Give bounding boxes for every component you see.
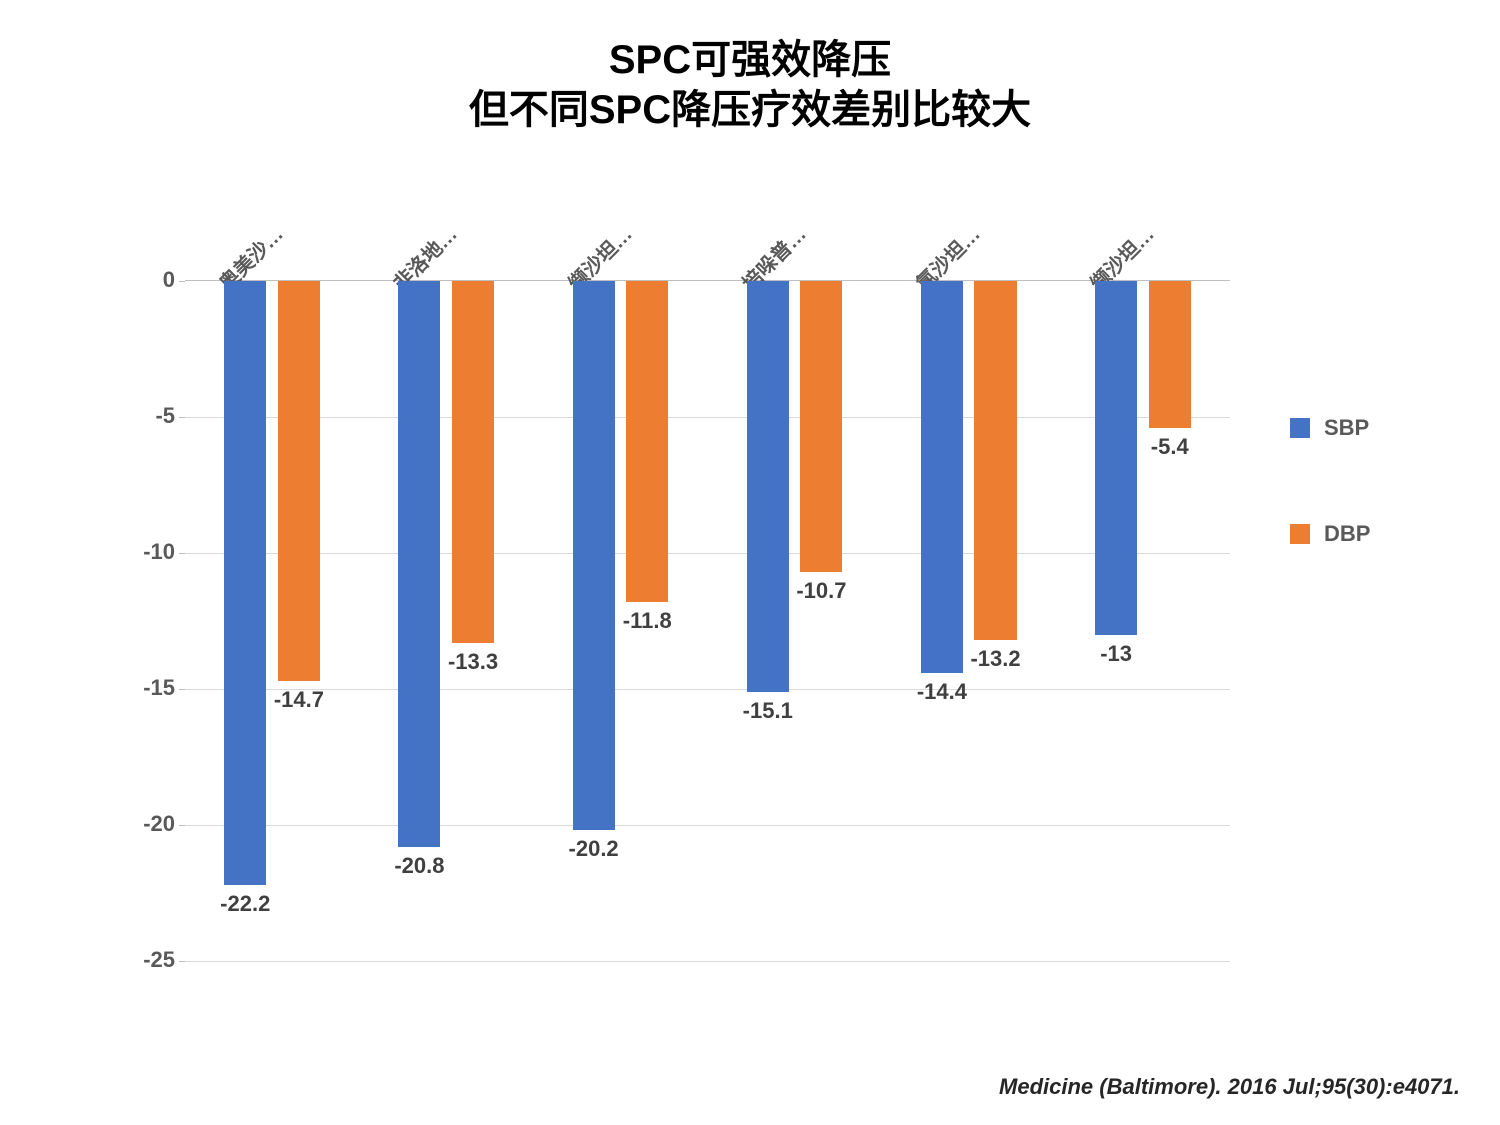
data-label: -20.2	[569, 836, 619, 862]
legend: SBP DBP	[1290, 415, 1370, 627]
y-tick-mark	[179, 961, 185, 962]
bar-sbp	[747, 281, 789, 692]
y-tick-label: 0	[115, 267, 175, 293]
title-line-1: SPC可强效降压	[0, 35, 1500, 85]
bar-sbp	[398, 281, 440, 847]
gridline	[185, 961, 1230, 962]
legend-item: DBP	[1290, 521, 1370, 547]
data-label: -15.1	[743, 698, 793, 724]
data-label: -11.8	[623, 608, 672, 634]
legend-label: SBP	[1324, 415, 1369, 441]
gridline	[185, 417, 1230, 418]
plot-region: 奥美沙…-22.2-14.7非洛地…-20.8-13.3缬沙坦…-20.2-11…	[185, 280, 1230, 960]
citation: Medicine (Baltimore). 2016 Jul;95(30):e4…	[999, 1074, 1460, 1100]
legend-label: DBP	[1324, 521, 1370, 547]
data-label: -14.7	[274, 687, 324, 713]
y-tick-mark	[179, 825, 185, 826]
gridline	[185, 689, 1230, 690]
bar-sbp	[224, 281, 266, 885]
y-tick-mark	[179, 281, 185, 282]
gridline	[185, 553, 1230, 554]
y-tick-mark	[179, 553, 185, 554]
y-tick-label: -10	[115, 539, 175, 565]
bar-dbp	[974, 281, 1016, 640]
bar-dbp	[278, 281, 320, 681]
data-label: -22.2	[220, 891, 270, 917]
chart-area: 奥美沙…-22.2-14.7非洛地…-20.8-13.3缬沙坦…-20.2-11…	[130, 280, 1230, 960]
title-line-2: 但不同SPC降压疗效差别比较大	[0, 85, 1500, 135]
legend-swatch	[1290, 524, 1310, 544]
y-tick-mark	[179, 417, 185, 418]
bar-dbp	[1149, 281, 1191, 428]
y-tick-mark	[179, 689, 185, 690]
data-label: -5.4	[1151, 434, 1189, 460]
legend-swatch	[1290, 418, 1310, 438]
data-label: -13.3	[448, 649, 498, 675]
data-label: -13.2	[970, 646, 1020, 672]
y-tick-label: -15	[115, 675, 175, 701]
bar-sbp	[573, 281, 615, 830]
y-tick-label: -5	[115, 403, 175, 429]
data-label: -13	[1100, 641, 1132, 667]
data-label: -14.4	[917, 679, 967, 705]
bar-sbp	[1095, 281, 1137, 635]
bar-dbp	[452, 281, 494, 643]
y-tick-label: -20	[115, 811, 175, 837]
bar-sbp	[921, 281, 963, 673]
data-label: -10.7	[796, 578, 846, 604]
data-label: -20.8	[394, 853, 444, 879]
bar-dbp	[626, 281, 668, 602]
chart-title: SPC可强效降压 但不同SPC降压疗效差别比较大	[0, 0, 1500, 135]
legend-item: SBP	[1290, 415, 1370, 441]
gridline	[185, 825, 1230, 826]
y-tick-label: -25	[115, 947, 175, 973]
bar-dbp	[800, 281, 842, 572]
